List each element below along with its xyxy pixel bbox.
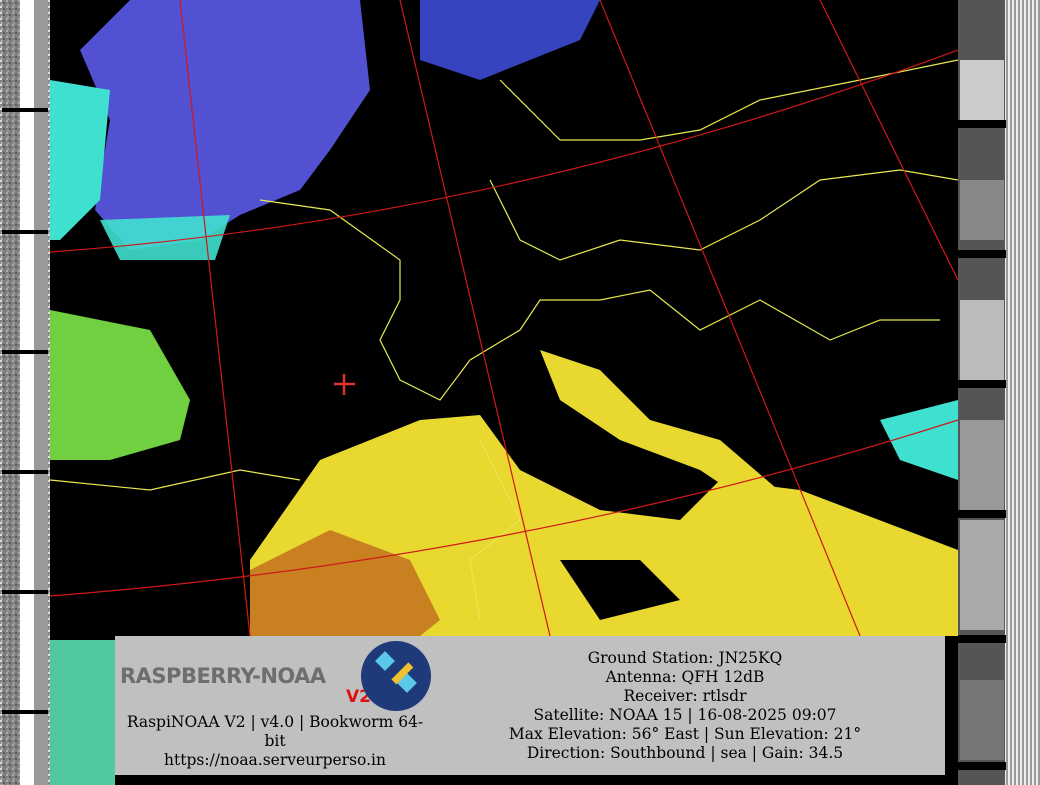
antenna: Antenna: QFH 12dB xyxy=(605,668,765,686)
ground-station: Ground Station: JN25KQ xyxy=(587,649,783,667)
pass-details: Ground Station: JN25KQ Antenna: QFH 12dB… xyxy=(485,649,885,763)
station-url: https://noaa.serveurperso.in xyxy=(164,751,386,769)
left-telemetry-strip xyxy=(0,0,50,785)
ground-station-marker-icon xyxy=(334,374,355,395)
sea-surface-layer xyxy=(50,0,958,785)
satellite-logo-icon xyxy=(361,641,431,711)
direction: Direction: Southbound | sea | Gain: 34.5 xyxy=(526,744,844,762)
satellite: Satellite: NOAA 15 | 16-08-2025 09:07 xyxy=(533,706,837,724)
logo-text: RASPBERRY-NOAA xyxy=(120,664,326,688)
software-version: RaspiNOAA V2 | v4.0 | Bookworm 64- xyxy=(126,713,424,731)
right-telemetry-strip xyxy=(958,0,1040,785)
receiver: Receiver: rtlsdr xyxy=(623,687,747,705)
software-version-cont: bit xyxy=(264,732,286,750)
raspberry-noaa-logo: RASPBERRY-NOAA V2 xyxy=(120,640,431,714)
elevation: Max Elevation: 56° East | Sun Elevation:… xyxy=(508,725,862,743)
software-info: RaspiNOAA V2 | v4.0 | Bookworm 64- bit h… xyxy=(115,713,435,770)
pass-info-panel: RASPBERRY-NOAA V2 RaspiNOAA V2 | v4.0 | … xyxy=(115,636,945,775)
graticule-lines xyxy=(49,0,959,637)
logo-badge: V2 xyxy=(346,687,371,707)
